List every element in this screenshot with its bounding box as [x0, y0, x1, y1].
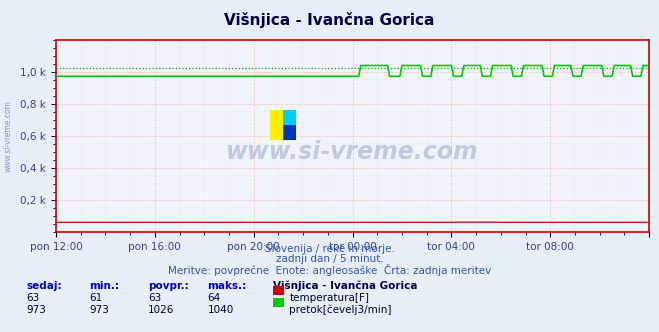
Text: Slovenija / reke in morje.: Slovenija / reke in morje.	[264, 244, 395, 254]
Text: maks.:: maks.:	[208, 281, 247, 290]
Text: povpr.:: povpr.:	[148, 281, 189, 290]
Text: 973: 973	[89, 305, 109, 315]
Text: Višnjica - Ivančna Gorica: Višnjica - Ivančna Gorica	[224, 12, 435, 28]
Text: temperatura[F]: temperatura[F]	[289, 293, 369, 303]
Text: 61: 61	[89, 293, 102, 303]
Text: 63: 63	[148, 293, 161, 303]
Text: 1026: 1026	[148, 305, 175, 315]
Text: www.si-vreme.com: www.si-vreme.com	[226, 139, 479, 164]
Text: sedaj:: sedaj:	[26, 281, 62, 290]
Text: www.si-vreme.com: www.si-vreme.com	[3, 100, 13, 172]
Text: zadnji dan / 5 minut.: zadnji dan / 5 minut.	[275, 254, 384, 264]
Text: pretok[čevelj3/min]: pretok[čevelj3/min]	[289, 305, 392, 315]
Text: 63: 63	[26, 293, 40, 303]
Text: min.:: min.:	[89, 281, 119, 290]
Text: 973: 973	[26, 305, 46, 315]
Text: 64: 64	[208, 293, 221, 303]
Text: 1040: 1040	[208, 305, 234, 315]
Text: Meritve: povprečne  Enote: angleosaške  Črta: zadnja meritev: Meritve: povprečne Enote: angleosaške Čr…	[168, 264, 491, 276]
Text: Višnjica - Ivančna Gorica: Višnjica - Ivančna Gorica	[273, 281, 418, 291]
